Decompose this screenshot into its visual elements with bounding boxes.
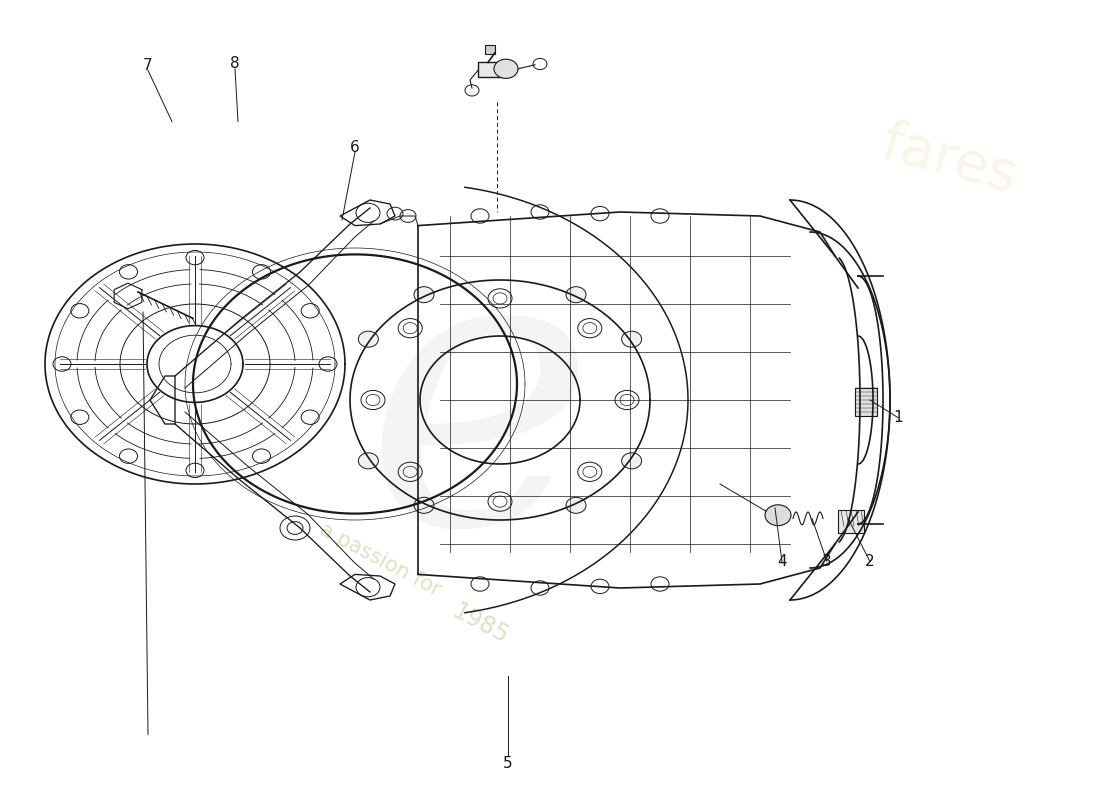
Circle shape <box>621 453 641 469</box>
Circle shape <box>621 331 641 347</box>
Circle shape <box>566 286 586 302</box>
Text: 6: 6 <box>350 141 360 155</box>
Circle shape <box>566 498 586 514</box>
Circle shape <box>414 498 435 514</box>
Text: 4: 4 <box>778 554 786 569</box>
Circle shape <box>494 59 518 78</box>
Circle shape <box>414 286 435 302</box>
Bar <box>838 510 864 533</box>
Circle shape <box>764 505 791 526</box>
Text: 7: 7 <box>143 58 153 73</box>
Text: 1985: 1985 <box>448 599 513 649</box>
Text: 8: 8 <box>230 57 240 71</box>
Circle shape <box>359 453 378 469</box>
Text: a passion for: a passion for <box>316 520 444 600</box>
Text: 3: 3 <box>822 554 832 569</box>
Bar <box>855 388 877 416</box>
Circle shape <box>359 331 378 347</box>
Text: 5: 5 <box>503 757 513 771</box>
Text: 2: 2 <box>866 554 874 569</box>
Bar <box>485 45 495 54</box>
Text: e: e <box>365 227 595 605</box>
Bar <box>478 62 503 77</box>
Text: 1: 1 <box>893 410 903 425</box>
Text: fares: fares <box>877 116 1024 204</box>
